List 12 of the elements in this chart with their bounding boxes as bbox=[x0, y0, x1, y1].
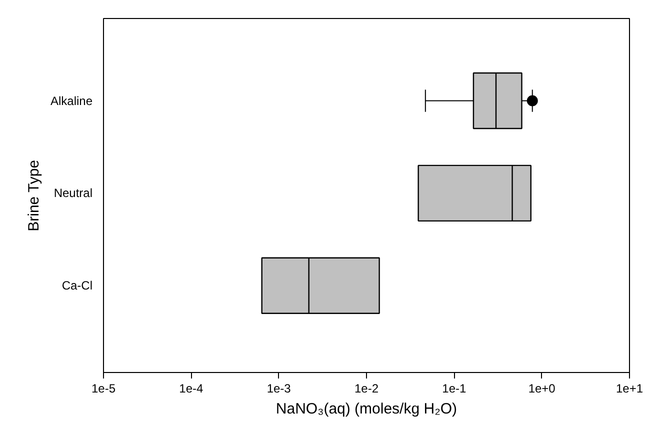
y-tick-label: Alkaline bbox=[50, 94, 93, 108]
x-tick-label: 1e+1 bbox=[616, 382, 644, 396]
x-tick-label: 1e-4 bbox=[179, 382, 204, 396]
y-tick-label: Ca-Cl bbox=[62, 278, 93, 293]
x-tick-label: 1e-5 bbox=[91, 382, 116, 396]
x-tick-label: 1e-2 bbox=[354, 382, 379, 396]
x-tick-label: 1e-3 bbox=[266, 382, 292, 396]
x-tick-label: 1e+0 bbox=[528, 382, 556, 396]
x-tick-label: 1e-1 bbox=[442, 382, 466, 396]
y-tick-label: Neutral bbox=[54, 186, 93, 200]
x-axis-title: NaNO₃(aq) (moles/kg H₂O) bbox=[276, 400, 458, 418]
y-axis-title: Brine Type bbox=[25, 160, 42, 232]
